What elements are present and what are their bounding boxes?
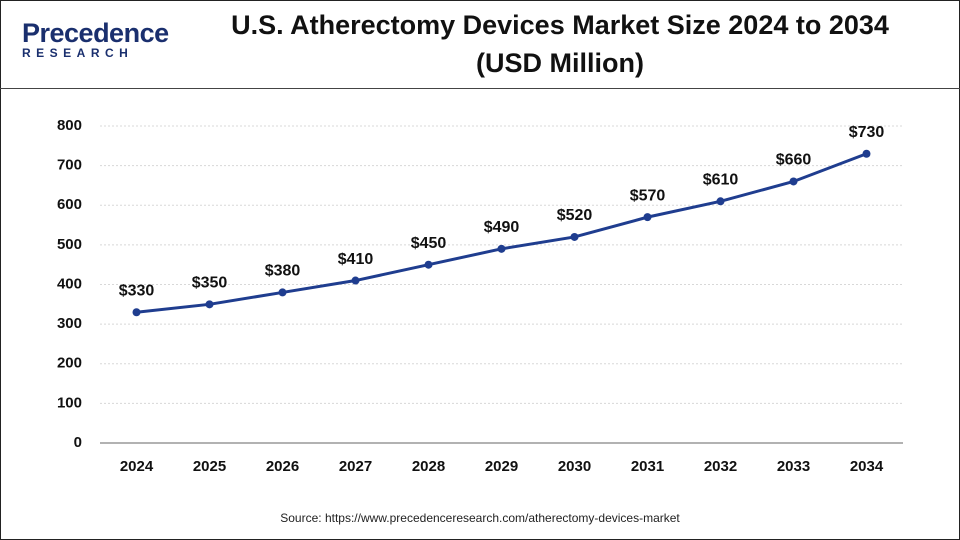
y-tick-label: 700	[57, 157, 82, 174]
x-tick-label: 2034	[850, 458, 884, 475]
y-tick-label: 100	[57, 394, 82, 411]
point	[351, 276, 360, 285]
header-rule	[0, 88, 960, 89]
y-tick-label: 300	[57, 315, 82, 332]
logo-tagline: RESEARCH	[22, 46, 134, 60]
data-label: $610	[703, 172, 739, 189]
y-tick-label: 600	[57, 196, 82, 213]
data-label: $450	[411, 235, 447, 252]
x-tick-label: 2025	[193, 458, 226, 475]
y-tick-label: 200	[57, 355, 82, 372]
point	[789, 177, 798, 186]
point	[862, 149, 871, 158]
x-tick-label: 2027	[339, 458, 372, 475]
point	[570, 232, 579, 241]
data-label: $520	[557, 207, 593, 224]
x-tick-label: 2030	[558, 458, 591, 475]
data-label: $730	[849, 124, 885, 141]
x-tick-label: 2029	[485, 458, 518, 475]
y-tick-label: 400	[57, 275, 82, 292]
data-label: $350	[192, 275, 228, 292]
point	[643, 213, 652, 222]
source-note: Source: https://www.precedenceresearch.c…	[280, 511, 680, 525]
data-label: $660	[776, 152, 812, 169]
data-label: $570	[630, 187, 666, 204]
y-tick-label: 500	[57, 236, 82, 253]
x-tick-label: 2032	[704, 458, 737, 475]
y-tick-label: 800	[57, 117, 82, 134]
point	[716, 197, 725, 206]
data-label: $490	[484, 219, 520, 236]
x-tick-label: 2028	[412, 458, 445, 475]
point	[424, 260, 433, 269]
y-tick-label: 0	[74, 434, 82, 451]
x-tick-label: 2031	[631, 458, 664, 475]
logo-name: Precedence	[22, 18, 169, 48]
point	[132, 308, 141, 317]
x-tick-label: 2026	[266, 458, 299, 475]
point	[205, 300, 214, 309]
x-tick-label: 2024	[120, 458, 154, 475]
x-tick-label: 2033	[777, 458, 810, 475]
chart-title: U.S. Atherectomy Devices Market Size 202…	[231, 10, 889, 78]
point	[278, 288, 287, 297]
data-label: $410	[338, 251, 374, 268]
data-label: $330	[119, 282, 155, 299]
point	[497, 244, 506, 253]
data-label: $380	[265, 263, 301, 280]
